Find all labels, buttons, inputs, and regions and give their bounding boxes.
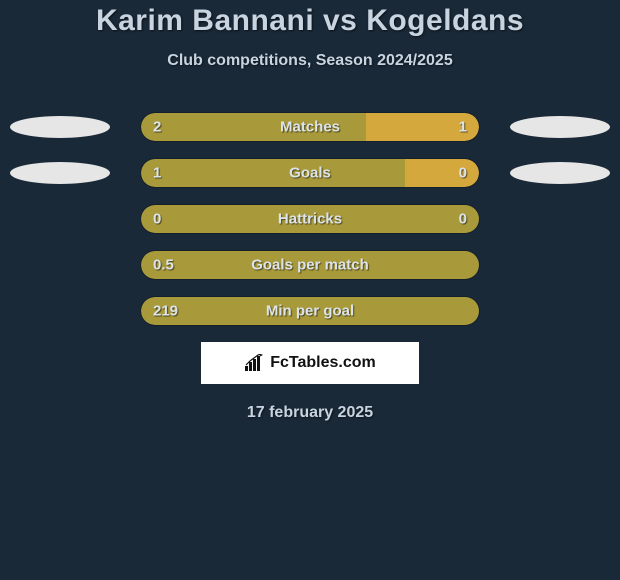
stat-label: Min per goal xyxy=(266,303,354,320)
stat-row-right-slot xyxy=(480,162,620,184)
player1-value: 1 xyxy=(153,165,161,182)
player2-value: 0 xyxy=(459,165,467,182)
player1-value: 219 xyxy=(153,303,178,320)
logo-text: FcTables.com xyxy=(270,354,376,372)
stat-row-right-slot xyxy=(480,116,620,138)
page-title: Karim Bannani vs Kogeldans xyxy=(0,4,620,38)
stat-row: 2 Matches 1 xyxy=(0,112,620,142)
stat-row: 0 Hattricks 0 xyxy=(0,204,620,234)
subtitle: Club competitions, Season 2024/2025 xyxy=(0,52,620,70)
stat-row-left-slot xyxy=(0,116,140,138)
stat-label: Matches xyxy=(280,119,340,136)
stat-row: 219 Min per goal xyxy=(0,296,620,326)
player2-avatar xyxy=(510,162,610,184)
player1-value: 0.5 xyxy=(153,257,174,274)
player1-value: 2 xyxy=(153,119,161,136)
logo-bars-icon xyxy=(244,354,266,372)
date-label: 17 february 2025 xyxy=(0,404,620,422)
stat-bar: 0.5 Goals per match xyxy=(140,250,480,280)
player2-value: 0 xyxy=(459,211,467,228)
stat-bar: 1 Goals 0 xyxy=(140,158,480,188)
stats-list: 2 Matches 1 1 Goals 0 0 Hattricks 0 0.5 Goals per … xyxy=(0,112,620,326)
player1-value: 0 xyxy=(153,211,161,228)
stat-bar: 2 Matches 1 xyxy=(140,112,480,142)
player2-bar-segment xyxy=(405,159,479,187)
stat-row: 1 Goals 0 xyxy=(0,158,620,188)
stat-row-left-slot xyxy=(0,162,140,184)
stat-row: 0.5 Goals per match xyxy=(0,250,620,280)
player2-avatar xyxy=(510,116,610,138)
stat-bar: 219 Min per goal xyxy=(140,296,480,326)
player1-avatar xyxy=(10,116,110,138)
stat-bar: 0 Hattricks 0 xyxy=(140,204,480,234)
stat-label: Goals xyxy=(289,165,331,182)
player2-value: 1 xyxy=(459,119,467,136)
player1-avatar xyxy=(10,162,110,184)
logo-badge: FcTables.com xyxy=(201,342,419,384)
stat-label: Hattricks xyxy=(278,211,342,228)
stat-label: Goals per match xyxy=(251,257,369,274)
player1-bar-segment xyxy=(141,159,405,187)
